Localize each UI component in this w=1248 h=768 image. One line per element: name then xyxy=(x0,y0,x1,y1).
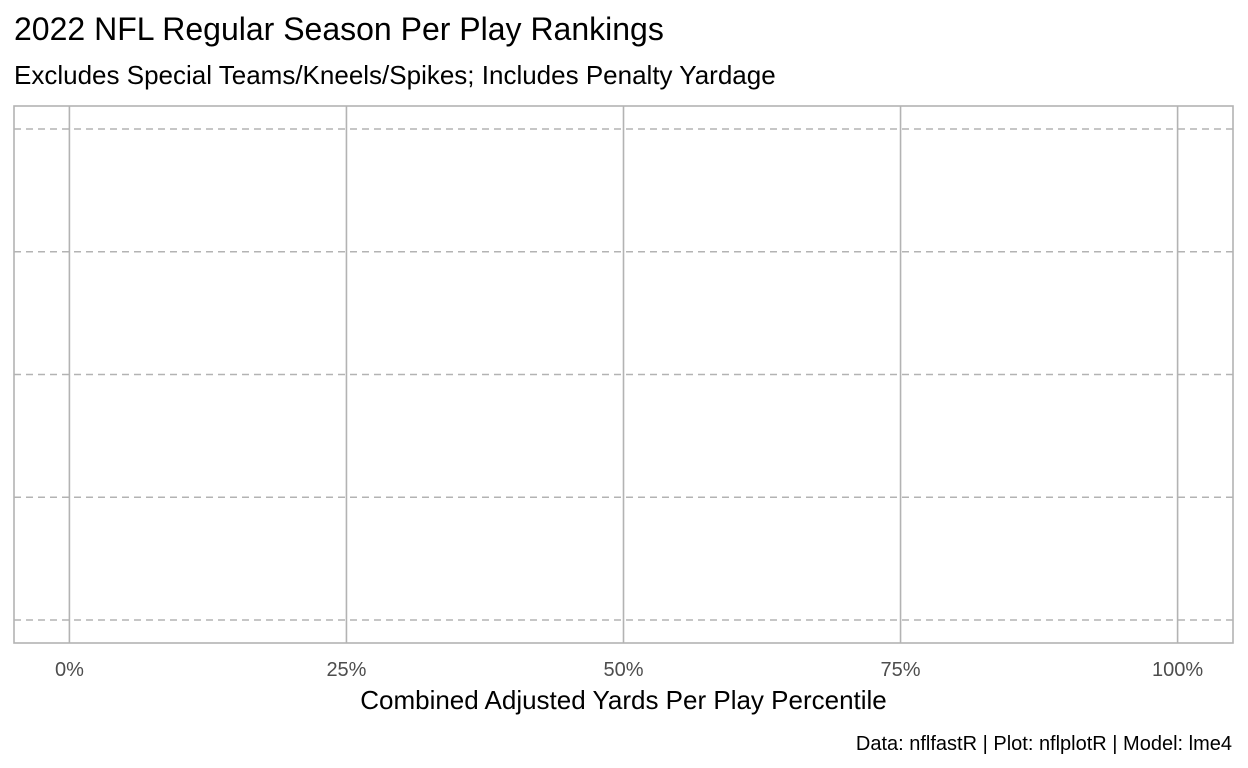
x-axis-label: Combined Adjusted Yards Per Play Percent… xyxy=(360,685,887,715)
panel-border xyxy=(13,105,1234,644)
chart-caption: Data: nflfastR | Plot: nflplotR | Model:… xyxy=(855,733,1232,755)
chart-title: 2022 NFL Regular Season Per Play Ranking… xyxy=(14,11,664,47)
x-tick-label: 75% xyxy=(881,659,921,681)
x-tick-label: 50% xyxy=(603,659,643,681)
x-tick-label: 25% xyxy=(326,659,366,681)
x-tick-label: 0% xyxy=(55,659,84,681)
x-tick-label: 100% xyxy=(1152,659,1203,681)
chart-subtitle: Excludes Special Teams/Kneels/Spikes; In… xyxy=(14,60,776,90)
